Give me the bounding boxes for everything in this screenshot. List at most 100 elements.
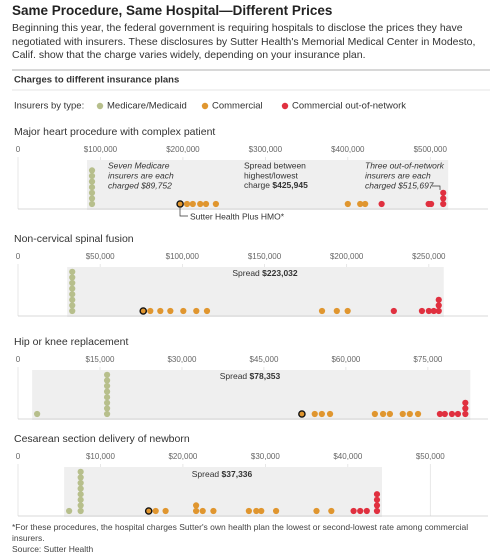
dot [357,507,364,515]
dot [88,189,96,196]
dot [212,200,219,208]
dot [69,302,76,309]
dot [326,410,334,418]
panel-title: Non-cervical spinal fusion [14,233,134,245]
annotation: charged $89,752 [108,180,172,190]
dot [88,172,96,180]
x-tick-label: $40,000 [333,452,362,461]
footnote: *For these procedures, the hospital char… [12,522,469,543]
dot [428,200,435,208]
annotation-text: Spread [192,469,220,479]
dot [371,410,378,418]
x-tick-label: $75,000 [413,355,442,364]
dot [328,507,335,515]
annotation: Seven Medicare [108,160,170,170]
x-tick-label: $250,000 [412,252,446,261]
dot [362,200,369,208]
x-tick-label: $400,000 [331,145,365,154]
dot [189,200,196,208]
legend-label: Insurers by type: [14,101,84,112]
x-tick-label: $100,000 [166,252,200,261]
dot [406,410,413,418]
dot [373,502,381,509]
annotation: insurers are each [365,170,431,180]
annotation-value: $78,353 [250,371,281,381]
x-tick-label: $150,000 [248,252,282,261]
dot [462,410,469,418]
dot [193,307,200,315]
dot [157,307,164,315]
dot [77,491,84,498]
dot [436,410,444,418]
x-tick-label: $15,000 [86,355,115,364]
x-tick-label: 0 [16,252,21,261]
annotation: Spread $78,353 [220,371,281,381]
dot [258,507,265,515]
dot [462,399,469,406]
dot [88,200,96,208]
backgrounds [17,157,488,517]
dot [379,410,387,418]
dot [77,502,84,509]
dot [373,491,381,498]
x-tick-label: $500,000 [414,145,448,154]
dot [435,302,442,309]
dot [440,195,447,202]
annotation: Sutter Health Plus HMO* [190,211,285,221]
dot [176,200,184,208]
x-tick-label: $200,000 [166,145,200,154]
dot [313,507,320,515]
dot [390,307,397,315]
dot [66,507,73,515]
x-tick-label: $20,000 [168,452,197,461]
section-title: Charges to different insurance plans [14,75,179,86]
x-tick-label: $300,000 [249,145,283,154]
dot [448,410,456,418]
dot [193,502,200,509]
dot [180,307,187,315]
x-tick-label: 0 [16,145,21,154]
legend-label: Medicare/Medicaid [107,101,187,112]
annotation: Spread $223,032 [232,268,298,278]
dot [435,307,442,315]
title: Same Procedure, Same Hospital—Different … [12,3,333,18]
dot [454,410,462,418]
dot [69,268,76,275]
dot [425,307,432,315]
legend-label: Commercial [212,101,263,112]
x-tick-label: $200,000 [330,252,364,261]
dot [77,468,84,475]
annotation-text: Spread [232,268,260,278]
dot [245,507,252,515]
dot [333,307,340,315]
dot [373,507,381,515]
annotation-value: $425,945 [272,180,308,190]
dot [440,189,447,196]
dot [77,479,84,487]
dot [103,399,111,406]
dot [69,279,76,287]
dot [88,195,96,202]
x-tick-label: 0 [16,452,21,461]
annotation-arrow [432,185,441,190]
dot [202,200,210,208]
dot [440,200,447,208]
x-tick-label: $30,000 [251,452,280,461]
x-tick-label: $50,000 [416,452,445,461]
dot [272,507,280,515]
annotation: Spread between [244,160,306,170]
dot [311,410,318,418]
dot [318,307,326,315]
annotation: charge $425,945 [244,180,308,190]
x-tick-label: $10,000 [86,452,115,461]
dot [344,307,351,315]
dot [77,496,84,503]
dot [363,507,370,515]
dot [77,474,84,481]
dot [167,307,174,315]
panel-title: Hip or knee replacement [14,336,128,348]
dot [210,507,217,515]
annotation-arrow [179,208,188,217]
x-tick-label: $100,000 [84,145,118,154]
